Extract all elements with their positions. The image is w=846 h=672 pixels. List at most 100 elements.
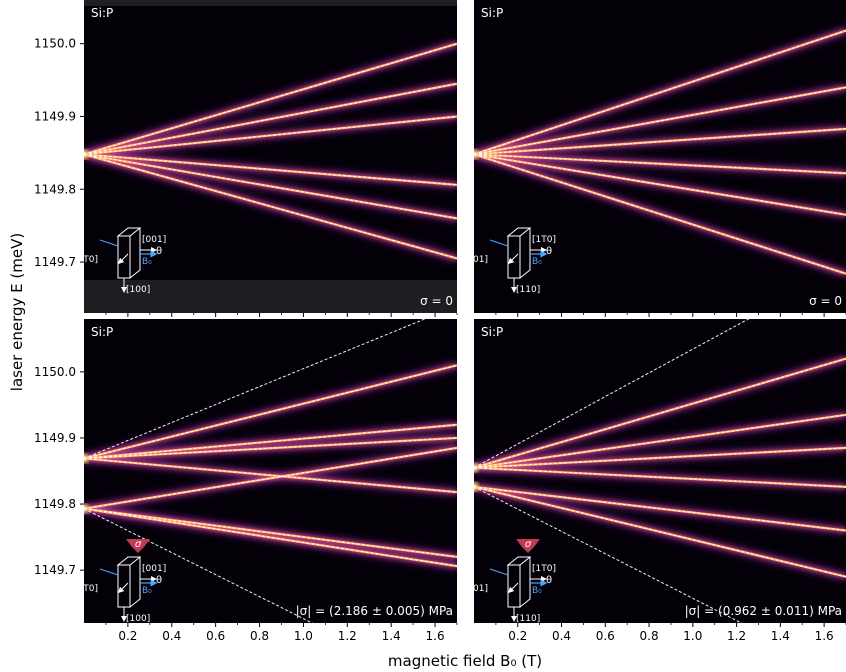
series-fit-5 <box>474 153 846 275</box>
origin-point-0 <box>84 149 89 160</box>
bottom-band <box>84 280 457 313</box>
field-line <box>489 239 509 247</box>
series-group <box>84 38 457 264</box>
y-tick-label: 1149.9 <box>34 109 76 123</box>
face-bottom-label: [100] <box>126 614 150 624</box>
x-tick-label: 0.4 <box>552 629 571 643</box>
series-fit-0 <box>474 319 750 469</box>
series-fit-8 <box>84 508 314 623</box>
series-fit-4 <box>84 153 457 219</box>
origin-core-0 <box>84 456 86 461</box>
series-fit-5 <box>474 486 846 531</box>
top-band <box>84 0 457 6</box>
x-tick-label: 0.8 <box>250 629 269 643</box>
x-tick-label: 1.6 <box>815 629 834 643</box>
face-bottom-label: [100] <box>126 285 150 295</box>
y-tick-label: 1149.7 <box>34 563 76 577</box>
series-fit-6 <box>84 508 457 558</box>
x-axis-label: magnetic field B₀ (T) <box>388 652 542 670</box>
y-tick-label: 1149.8 <box>34 497 76 511</box>
sample-label: Si:P <box>481 6 503 20</box>
origin-core-0 <box>474 465 476 470</box>
crystal-orientation-diagram: σ [001] [1T0] [110] B₀ θ <box>464 539 556 624</box>
face-top-label: [001] <box>142 235 166 245</box>
field-line <box>99 568 119 576</box>
angle-label: θ <box>156 575 162 586</box>
face-left-label: [0T0] <box>74 255 98 265</box>
panel-top-right: Si:P σ = 0 [001] [1T0] [110] B₀ θ <box>464 0 846 317</box>
series-fit-5 <box>84 447 457 510</box>
sample-label: Si:P <box>91 325 113 339</box>
stress-symbol: σ <box>525 539 532 550</box>
series-fit-7 <box>84 508 457 567</box>
series-fit-3 <box>84 153 457 186</box>
face-left-label: [001] <box>464 255 488 265</box>
series-fit-4 <box>474 153 846 216</box>
origin-core-1 <box>474 484 476 489</box>
series-fit-1 <box>84 83 457 155</box>
field-label: B₀ <box>142 586 152 596</box>
y-tick-label: 1150.0 <box>34 37 76 51</box>
stress-arrow-icon <box>126 539 150 553</box>
origin-point-0 <box>474 462 479 473</box>
y-axis-label: laser energy E (meV) <box>8 233 26 391</box>
axis-arrow <box>117 582 129 594</box>
face-left-label: [001] <box>464 584 488 594</box>
angle-label: θ <box>156 246 162 257</box>
series-fit-1 <box>84 364 457 459</box>
y-tick-label: 1149.7 <box>34 255 76 269</box>
series-line-1 <box>474 357 846 469</box>
x-tick-label: 0.6 <box>596 629 615 643</box>
axis-arrow <box>507 582 519 594</box>
series-fit-4 <box>474 467 846 488</box>
panel-bottom-left: Si:P |σ| = (2.186 ± 0.005) MPa σ [0T0] [001]… <box>34 319 458 643</box>
series-fit-0 <box>84 319 427 459</box>
crystal-orientation-diagram: σ [0T0] [001] [100] B₀ θ <box>74 539 166 624</box>
series-fit-1 <box>474 86 846 155</box>
x-tick-label: 1.2 <box>338 629 357 643</box>
stress-annotation: |σ| = (2.186 ± 0.005) MPa <box>296 604 453 618</box>
series-fit-6 <box>474 486 846 578</box>
origin-point-0 <box>474 149 479 160</box>
face-top-label: [1T0] <box>532 235 556 245</box>
stress-arrow-icon <box>516 539 540 553</box>
stress-annotation: σ = 0 <box>420 294 453 308</box>
series-fit-2 <box>474 128 846 155</box>
series-fit-2 <box>84 424 457 459</box>
y-tick-label: 1149.9 <box>34 431 76 445</box>
series-fit-3 <box>474 153 846 174</box>
series-fit-4 <box>84 457 457 493</box>
dash-layer <box>84 319 457 623</box>
dash-layer <box>474 30 846 275</box>
x-tick-label: 1.2 <box>727 629 746 643</box>
origin-core-0 <box>84 152 86 157</box>
origin-point-0 <box>84 453 89 464</box>
angle-label: θ <box>546 246 552 257</box>
face-bottom-label: [110] <box>516 614 540 624</box>
stress-annotation: σ = 0 <box>809 294 842 308</box>
crystal-orientation-diagram: [001] [1T0] [110] B₀ θ <box>464 227 556 295</box>
series-fit-2 <box>474 414 846 469</box>
angle-label: θ <box>546 575 552 586</box>
x-tick-label: 0.4 <box>162 629 181 643</box>
crystal-orientation-diagram: [0T0] [001] [100] B₀ θ <box>74 227 166 295</box>
y-tick-label: 1149.8 <box>34 182 76 196</box>
series-fit-0 <box>474 30 846 155</box>
series-fit-2 <box>84 115 457 155</box>
face-bottom-label: [110] <box>516 285 540 295</box>
series-fit-3 <box>474 447 846 469</box>
axis-arrow <box>117 253 129 265</box>
origin-core-1 <box>84 506 86 511</box>
field-line <box>489 568 509 576</box>
face-left-label: [0T0] <box>74 584 98 594</box>
x-tick-label: 0.2 <box>508 629 527 643</box>
dash-layer <box>474 319 846 623</box>
dash-layer <box>84 43 457 259</box>
x-tick-label: 1.4 <box>771 629 790 643</box>
series-fit-5 <box>84 153 457 259</box>
x-tick-label: 0.8 <box>640 629 659 643</box>
sample-label: Si:P <box>91 6 113 20</box>
field-label: B₀ <box>532 586 542 596</box>
series-group <box>84 319 457 623</box>
